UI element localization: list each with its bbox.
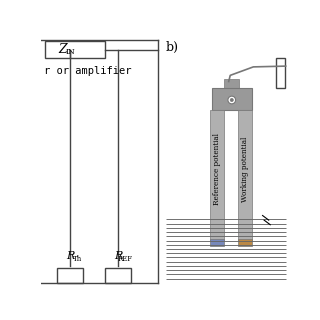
Text: R: R <box>114 251 123 260</box>
Text: Working potential: Working potential <box>241 137 249 202</box>
Bar <box>238 110 252 241</box>
Bar <box>45 42 106 58</box>
Bar <box>276 58 285 88</box>
Bar <box>105 268 131 283</box>
Text: Z: Z <box>58 43 67 56</box>
Bar <box>57 268 83 283</box>
Bar <box>212 88 252 110</box>
Text: r or amplifier: r or amplifier <box>44 66 132 76</box>
Text: IN: IN <box>66 48 76 56</box>
Text: REF: REF <box>118 255 133 263</box>
Bar <box>224 79 239 88</box>
Bar <box>210 110 224 241</box>
Bar <box>210 239 224 246</box>
Text: Th: Th <box>73 255 82 263</box>
Text: b): b) <box>165 41 179 54</box>
Text: Reference potential: Reference potential <box>213 133 221 205</box>
Circle shape <box>230 99 233 101</box>
Bar <box>238 239 252 246</box>
Circle shape <box>228 96 236 104</box>
Text: R: R <box>67 251 75 260</box>
